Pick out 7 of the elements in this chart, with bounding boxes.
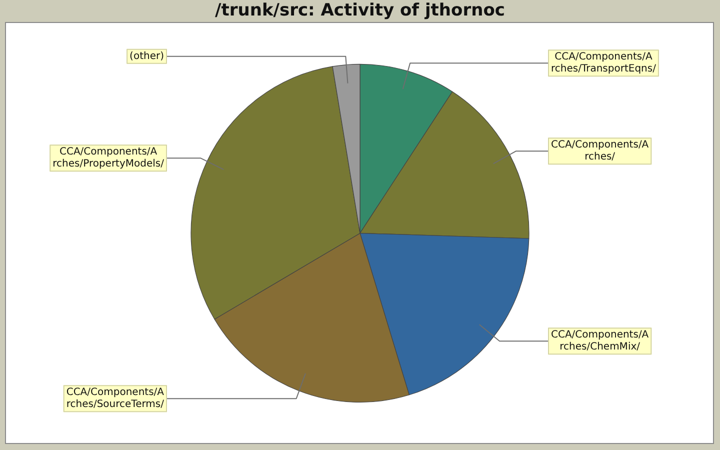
slice-label: CCA/Components/Arches/ChemMix/	[551, 330, 649, 353]
slice-label: CCA/Components/Arches/TransportEqns/	[551, 52, 657, 75]
slice-label: CCA/Components/Arches/SourceTerms/	[66, 387, 165, 410]
slice-label: CCA/Components/Arches/PropertyModels/	[52, 146, 165, 170]
slice-label: CCA/Components/Arches/	[551, 140, 649, 163]
slice-label: (other)	[130, 50, 164, 62]
chart-title: /trunk/src: Activity of jthornoc	[215, 0, 505, 21]
